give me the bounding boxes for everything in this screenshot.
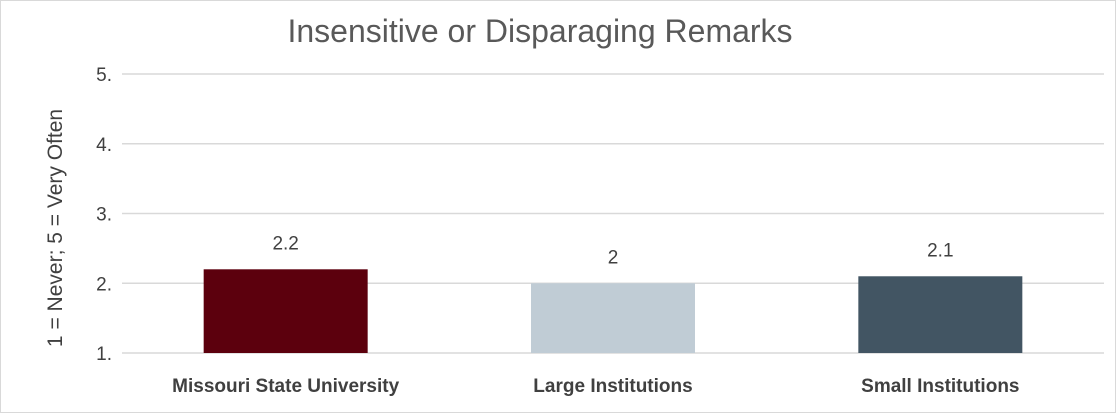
y-tick-label: 3. xyxy=(96,205,112,226)
bar xyxy=(858,276,1023,353)
category-label: Large Institutions xyxy=(533,376,692,397)
bar xyxy=(531,283,695,353)
y-tick-label: 4. xyxy=(96,135,112,156)
y-tick-label: 2. xyxy=(96,274,112,295)
data-label: 2.1 xyxy=(927,240,953,261)
y-axis-label: 1 = Never; 5 = Very Often xyxy=(44,109,67,347)
data-label: 2 xyxy=(608,247,619,268)
category-label: Small Institutions xyxy=(861,376,1019,397)
y-tick-label: 5. xyxy=(96,65,112,86)
data-label: 2.2 xyxy=(272,233,298,254)
y-tick-label: 1. xyxy=(96,344,112,365)
category-label: Missouri State University xyxy=(172,376,399,397)
bar xyxy=(203,269,368,353)
chart-title: Insensitive or Disparaging Remarks xyxy=(287,13,792,49)
